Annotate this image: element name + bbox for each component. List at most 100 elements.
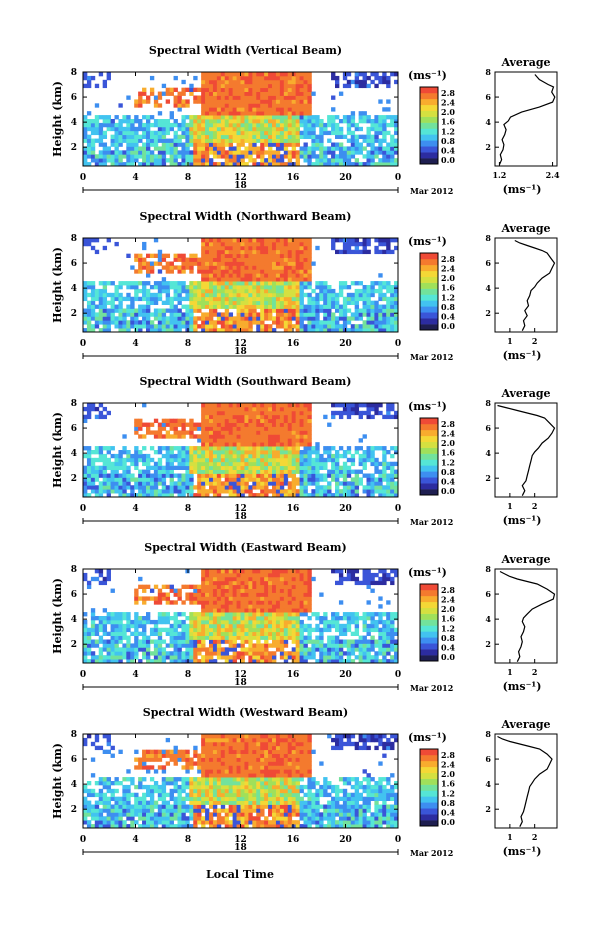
heatmap-cell xyxy=(386,328,391,333)
heatmap-cell xyxy=(153,461,159,467)
heatmap-cell xyxy=(264,79,269,85)
heatmap-cell xyxy=(252,410,257,416)
heatmap-cell xyxy=(106,461,111,467)
heatmap-cell xyxy=(342,489,348,494)
heatmap-cell xyxy=(240,643,245,648)
heatmap-cell xyxy=(153,619,159,625)
heatmap-cell xyxy=(193,316,198,321)
heatmap-cell xyxy=(236,324,241,329)
heatmap-cell xyxy=(346,403,352,408)
average-unit-label: (ms⁻¹) xyxy=(503,349,542,362)
heatmap-cell xyxy=(130,655,135,660)
heatmap-cell xyxy=(173,481,178,486)
heatmap-cell xyxy=(173,485,178,490)
heatmap-cell xyxy=(86,450,92,455)
heatmap-cell xyxy=(350,324,356,329)
heatmap-cell xyxy=(83,130,88,136)
heatmap-cell xyxy=(291,154,297,159)
heatmap-cell xyxy=(161,126,167,132)
heatmap-cell xyxy=(169,122,174,128)
heatmap-cell xyxy=(275,493,281,498)
heatmap-cell xyxy=(102,473,108,478)
heatmap-cell xyxy=(201,253,206,258)
heatmap-cell xyxy=(386,627,391,633)
heatmap-cell xyxy=(193,138,198,143)
heatmap-cell xyxy=(193,281,198,286)
heatmap-cell xyxy=(236,238,241,243)
heatmap-cell xyxy=(201,158,206,163)
heatmap-cell xyxy=(386,300,391,305)
heatmap-cell xyxy=(256,119,261,124)
heatmap-cell xyxy=(382,304,387,309)
heatmap-cell xyxy=(260,130,265,136)
heatmap-cell xyxy=(110,142,115,147)
colorbar-swatch xyxy=(420,128,438,135)
heatmap-cell xyxy=(335,627,340,633)
heatmap-cell xyxy=(205,631,210,636)
heatmap-cell xyxy=(86,446,92,451)
heatmap-cell xyxy=(126,281,131,286)
heatmap-cell xyxy=(291,627,297,633)
heatmap-cell xyxy=(260,453,265,459)
heatmap-cell xyxy=(153,296,159,302)
heatmap-cell xyxy=(268,158,273,163)
heatmap-cell xyxy=(197,122,202,128)
heatmap-cell xyxy=(354,450,360,455)
heatmap-cell xyxy=(362,285,367,290)
heatmap-cell xyxy=(216,623,222,629)
heatmap-cell xyxy=(173,651,178,656)
heatmap-cell xyxy=(138,616,143,621)
heatmap-cell xyxy=(244,115,249,120)
heatmap-cell xyxy=(350,122,356,128)
heatmap-cell xyxy=(283,87,289,92)
colorbar-swatch xyxy=(420,429,438,437)
heatmap-cell xyxy=(197,142,202,147)
heatmap-cell xyxy=(272,241,277,247)
heatmap-cell xyxy=(240,655,245,660)
heatmap-cell xyxy=(268,324,273,329)
heatmap-cell xyxy=(173,281,178,286)
heatmap-cell xyxy=(260,493,265,498)
heatmap-cell xyxy=(161,138,167,143)
heatmap-cell xyxy=(311,328,316,333)
heatmap-cell xyxy=(205,312,210,317)
heatmap-cell xyxy=(256,477,261,482)
colorbar-tick-label: 0.4 xyxy=(441,146,455,156)
heatmap-cell xyxy=(279,430,285,435)
heatmap-cell xyxy=(382,647,387,652)
heatmap-cell xyxy=(350,142,356,147)
heatmap-cell xyxy=(260,119,265,124)
heatmap-cell xyxy=(260,489,265,494)
heatmap-cell xyxy=(287,99,293,104)
heatmap-cell xyxy=(366,249,371,255)
heatmap-cell xyxy=(146,328,151,333)
heatmap-cell xyxy=(366,410,371,416)
heatmap-cell xyxy=(299,410,304,416)
heatmap-cell xyxy=(354,158,360,163)
heatmap-cell xyxy=(142,320,147,325)
heatmap-cell xyxy=(264,134,269,139)
heatmap-cell xyxy=(224,406,230,412)
heatmap-cell xyxy=(98,403,104,408)
heatmap-cell xyxy=(272,122,277,128)
heatmap-cell xyxy=(134,99,139,104)
heatmap-cell xyxy=(295,95,300,100)
heatmap-cell xyxy=(370,304,375,309)
heatmap-cell xyxy=(374,150,379,155)
heatmap-cell xyxy=(157,288,163,294)
heatmap-cell xyxy=(256,130,261,136)
heatmap-cell xyxy=(114,457,119,463)
heatmap-cell xyxy=(394,485,399,490)
heatmap-cells xyxy=(83,403,399,498)
heatmap-cell xyxy=(307,292,312,298)
heatmap-cell xyxy=(275,403,281,408)
heatmap-cell xyxy=(110,655,115,660)
heatmap-cell xyxy=(299,103,304,108)
heatmap-cell xyxy=(177,134,182,139)
heatmap-cell xyxy=(248,138,253,143)
heatmap-cell xyxy=(216,461,222,467)
heatmap-cell xyxy=(205,103,210,108)
heatmap-cell xyxy=(114,473,119,478)
heatmap-cell xyxy=(193,651,198,656)
heatmap-cell xyxy=(338,312,344,317)
